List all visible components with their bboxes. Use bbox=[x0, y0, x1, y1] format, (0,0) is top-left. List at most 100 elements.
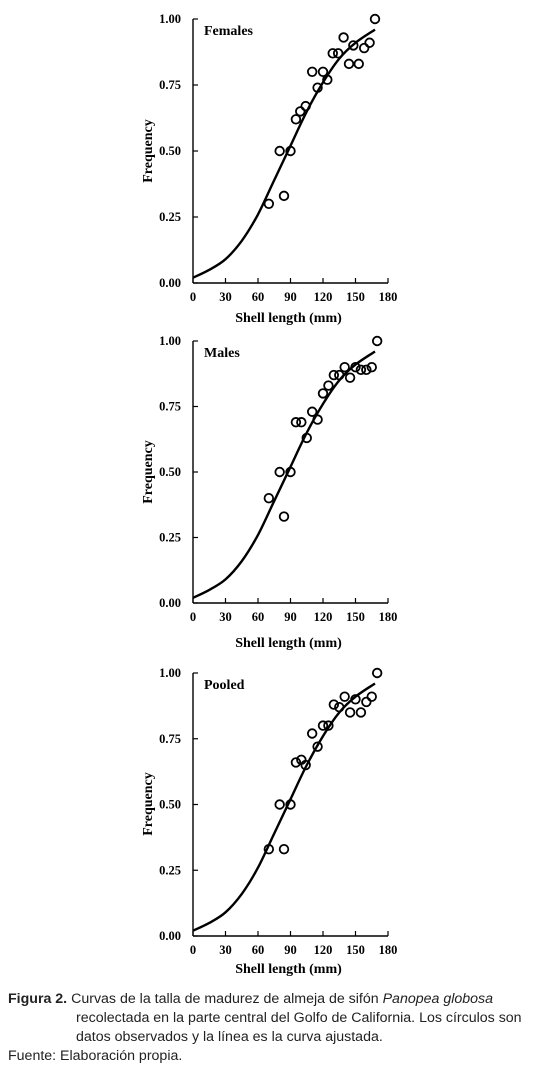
chart-panel-females: 0.00 0.25 0.50 0.75 1.00 0 30 60 90 120 150 180 Shel… bbox=[141, 12, 397, 326]
data-point bbox=[323, 720, 334, 731]
x-tick-label: 150 bbox=[346, 290, 365, 304]
data-point bbox=[274, 799, 285, 810]
y-tick-label: 0.25 bbox=[159, 863, 181, 877]
x-tick-label: 150 bbox=[346, 610, 365, 624]
caption-source: Fuente: Elaboración propia. bbox=[8, 1048, 183, 1064]
x-tick-label: 90 bbox=[284, 290, 297, 304]
data-point bbox=[274, 466, 285, 478]
x-tick-label: 120 bbox=[314, 943, 333, 957]
x-axis-label: Shell length (mm) bbox=[235, 311, 342, 326]
data-point bbox=[285, 145, 296, 157]
data-point bbox=[323, 380, 334, 391]
y-tick-label: 0.75 bbox=[159, 78, 181, 92]
data-point bbox=[317, 66, 329, 78]
data-point bbox=[361, 364, 372, 376]
panel-label: Pooled bbox=[204, 678, 245, 693]
chart-panel-pooled: 0.00 0.25 0.50 0.75 1.00 0 30 60 90 120 150 180 Shel… bbox=[141, 666, 397, 977]
data-point bbox=[285, 799, 296, 810]
data-point bbox=[339, 691, 350, 702]
y-axis-label: Frequency bbox=[141, 440, 156, 504]
data-point bbox=[263, 493, 275, 504]
data-point bbox=[278, 844, 290, 855]
data-point bbox=[344, 372, 356, 383]
data-point bbox=[317, 388, 329, 399]
data-point bbox=[364, 37, 375, 48]
caption-text-2: recolectada en la parte central del Golf… bbox=[76, 1010, 522, 1045]
y-axis-label: Frequency bbox=[141, 772, 156, 836]
data-point bbox=[353, 58, 364, 70]
y-tick-label: 0.25 bbox=[159, 531, 181, 545]
data-point bbox=[322, 74, 333, 85]
data-point bbox=[338, 32, 349, 43]
y-tick-label: 0.00 bbox=[159, 596, 181, 610]
data-point bbox=[300, 100, 311, 112]
figure-caption: Figura 2. Curvas de la talla de madurez … bbox=[8, 990, 543, 1066]
y-tick-label: 1.00 bbox=[159, 666, 181, 680]
chart-panel-males: 0.00 0.25 0.50 0.75 1.00 0 30 60 90 120 150 180 Shel… bbox=[141, 334, 397, 651]
data-point bbox=[290, 417, 302, 428]
x-tick-label: 0 bbox=[190, 943, 196, 957]
x-axis-label: Shell length (mm) bbox=[235, 636, 342, 651]
caption-figure-label: Figura 2. bbox=[8, 991, 68, 1007]
data-point bbox=[278, 190, 290, 202]
figure-charts: 0.00 0.25 0.50 0.75 1.00 0 30 60 90 120 150 180 Shel… bbox=[141, 12, 397, 977]
data-point bbox=[312, 82, 323, 93]
data-point bbox=[296, 417, 307, 428]
data-point bbox=[285, 466, 296, 478]
data-point bbox=[361, 696, 372, 708]
data-point bbox=[355, 707, 367, 718]
data-point bbox=[306, 406, 318, 417]
caption-main: Figura 2. Curvas de la talla de madurez … bbox=[8, 990, 543, 1047]
x-tick-label: 180 bbox=[379, 610, 398, 624]
data-point bbox=[328, 369, 340, 381]
data-point bbox=[332, 48, 344, 59]
y-axis-label: Frequency bbox=[141, 119, 156, 183]
data-point bbox=[355, 364, 367, 376]
x-tick-label: 90 bbox=[284, 610, 297, 624]
y-tick-label: 0.25 bbox=[159, 210, 181, 224]
y-tick-label: 0.50 bbox=[159, 144, 181, 158]
data-point bbox=[371, 335, 383, 347]
data-point bbox=[312, 741, 323, 752]
panel-label: Females bbox=[204, 24, 254, 39]
x-axis-label: Shell length (mm) bbox=[235, 962, 342, 977]
panel-label: Males bbox=[204, 346, 240, 361]
data-point bbox=[306, 66, 318, 78]
data-point bbox=[290, 757, 302, 768]
x-tick-label: 120 bbox=[314, 290, 333, 304]
x-tick-label: 120 bbox=[314, 610, 333, 624]
data-point bbox=[343, 58, 355, 70]
data-point bbox=[301, 432, 312, 444]
x-tick-label: 0 bbox=[190, 290, 196, 304]
data-point bbox=[339, 362, 350, 373]
caption-text-1: Curvas de la talla de madurez de almeja … bbox=[67, 991, 383, 1007]
data-point bbox=[312, 414, 323, 425]
data-point bbox=[300, 759, 311, 771]
x-tick-label: 60 bbox=[252, 290, 265, 304]
data-point bbox=[328, 699, 340, 710]
x-tick-label: 0 bbox=[190, 610, 196, 624]
data-point bbox=[306, 728, 318, 739]
y-tick-label: 0.75 bbox=[159, 400, 181, 414]
data-point bbox=[358, 42, 370, 54]
y-tick-label: 1.00 bbox=[159, 334, 181, 348]
data-point bbox=[348, 40, 359, 51]
x-tick-label: 90 bbox=[284, 943, 297, 957]
y-tick-label: 0.00 bbox=[159, 276, 181, 290]
data-point bbox=[366, 691, 377, 702]
x-tick-label: 30 bbox=[219, 610, 232, 624]
data-point bbox=[263, 844, 275, 855]
y-tick-label: 0.00 bbox=[159, 929, 181, 943]
x-tick-label: 30 bbox=[219, 943, 232, 957]
data-point bbox=[334, 701, 345, 713]
y-tick-label: 0.50 bbox=[159, 465, 181, 479]
y-tick-label: 1.00 bbox=[159, 12, 181, 26]
x-tick-label: 150 bbox=[346, 943, 365, 957]
data-point bbox=[295, 106, 306, 117]
caption-species: Panopea globosa bbox=[382, 991, 494, 1007]
data-point bbox=[327, 48, 338, 59]
x-tick-label: 180 bbox=[379, 943, 398, 957]
data-point bbox=[274, 145, 285, 157]
x-tick-label: 60 bbox=[252, 610, 265, 624]
x-tick-label: 180 bbox=[379, 290, 398, 304]
